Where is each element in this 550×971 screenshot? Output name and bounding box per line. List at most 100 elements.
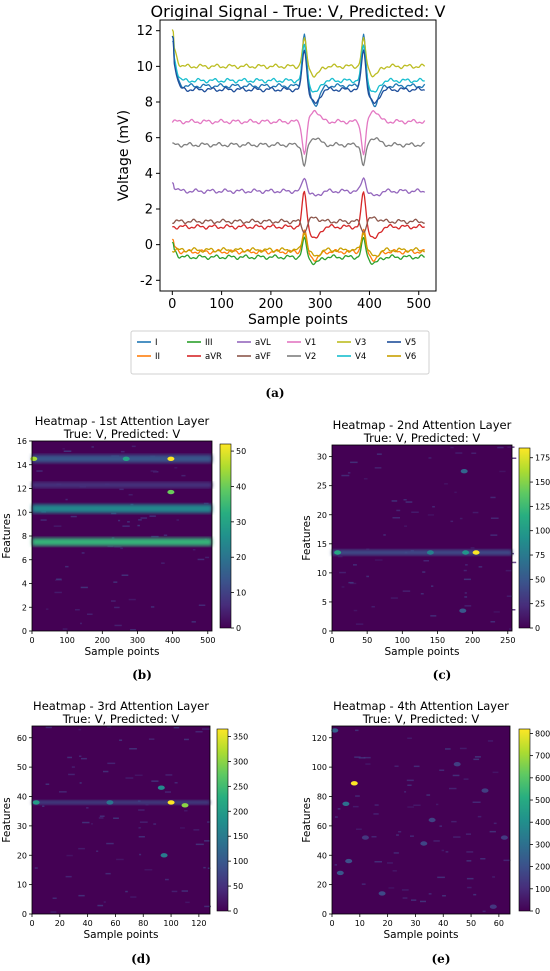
- heatmap-hotspot: [32, 800, 40, 805]
- x-tick-label-a: 100: [209, 297, 234, 312]
- heatmap-noise-cell: [464, 596, 468, 598]
- heatmap-hotspot: [472, 550, 480, 555]
- heatmap-noise-cell: [121, 574, 129, 576]
- caption-a: (a): [265, 386, 284, 400]
- x-tick-label-e: 50: [466, 919, 476, 928]
- y-tick-label-b: 0: [22, 627, 27, 636]
- heatmap-noise-cell: [125, 890, 128, 893]
- colorbar-e: [518, 728, 531, 912]
- heatmap-title-b: Heatmap - 1st Attention Layer: [35, 414, 210, 428]
- heatmap-noise-cell: [374, 861, 382, 863]
- heatmap-subtitle-e: True: V, Predicted: V: [362, 712, 480, 726]
- y-tick-label-b: 14: [17, 461, 27, 470]
- y-tick-label-c: 15: [317, 540, 327, 549]
- heatmap-noise-cell: [52, 897, 57, 899]
- heatmap-noise-cell: [78, 894, 85, 897]
- heatmap-noise-cell: [144, 869, 153, 871]
- heatmap-noise-cell: [174, 782, 178, 784]
- x-tick-label-b: 400: [165, 636, 180, 645]
- heatmap-background-b: [32, 441, 212, 631]
- y-tick-label-e: 40: [317, 851, 327, 860]
- heatmap-noise-cell: [470, 547, 475, 549]
- heatmap-noise-cell: [138, 827, 141, 829]
- heatmap-noise-cell: [356, 828, 362, 830]
- heatmap-noise-cell: [81, 757, 87, 760]
- heatmap-noise-cell: [391, 500, 398, 502]
- y-tick-label-e: 20: [317, 881, 327, 890]
- heatmap-noise-cell: [413, 765, 420, 768]
- heatmap-noise-cell: [42, 805, 45, 807]
- colorbar-tick-label-d: 100: [233, 857, 248, 866]
- heatmap-hotspot: [462, 550, 470, 555]
- heatmap-noise-cell: [366, 575, 369, 578]
- heatmap-noise-cell: [120, 547, 123, 550]
- heatmap-noise-cell: [207, 821, 211, 823]
- heatmap-noise-cell: [430, 615, 437, 617]
- heatmap-noise-cell: [466, 860, 472, 862]
- colorbar-tick-label-e: 600: [535, 774, 550, 783]
- heatmap-noise-cell: [79, 755, 82, 757]
- heatmap-noise-cell: [337, 555, 343, 558]
- legend-label-V2: V2: [305, 352, 316, 362]
- heatmap-noise-cell: [353, 609, 358, 612]
- heatmap-noise-cell: [490, 621, 496, 623]
- heatmap-noise-cell: [450, 446, 454, 449]
- heatmap-noise-cell: [474, 756, 481, 758]
- heatmap-noise-cell: [185, 901, 190, 904]
- y-tick-label-b: 16: [17, 437, 27, 446]
- colorbar-tick-label-d: 350: [233, 732, 248, 741]
- y-tick-label-a: 0: [145, 238, 153, 253]
- heatmap-noise-cell: [355, 729, 359, 732]
- heatmap-noise-cell: [361, 883, 366, 885]
- heatmap-noise-cell: [497, 446, 504, 449]
- heatmap-noise-cell: [355, 623, 364, 625]
- heatmap-band: [32, 454, 212, 463]
- heatmap-noise-cell: [59, 791, 67, 793]
- y-axis-label-e: Features: [301, 797, 313, 842]
- heatmap-noise-cell: [131, 445, 136, 448]
- y-axis-label-d: Features: [1, 797, 13, 842]
- heatmap-hotspot: [334, 550, 342, 555]
- heatmap-title-c: Heatmap - 2nd Attention Layer: [333, 418, 512, 432]
- heatmap-noise-cell: [489, 830, 496, 833]
- heatmap-noise-cell: [404, 525, 407, 527]
- heatmap-noise-cell: [103, 770, 109, 773]
- colorbar-tick-label-b: 20: [236, 553, 246, 562]
- heatmap-noise-cell: [198, 604, 206, 606]
- heatmap-noise-cell: [490, 517, 499, 519]
- heatmap-noise-cell: [129, 748, 137, 750]
- heatmap-noise-cell: [114, 546, 122, 548]
- heatmap-noise-cell: [204, 905, 211, 908]
- colorbar-tick-label-e: 0: [535, 907, 540, 916]
- colorbar-tick-label-c: 50: [535, 575, 545, 584]
- heatmap-noise-cell: [62, 628, 68, 630]
- heatmap-noise-cell: [428, 893, 432, 895]
- heatmap-noise-cell: [450, 520, 454, 523]
- heatmap-hotspot: [428, 817, 436, 823]
- heatmap-noise-cell: [114, 624, 122, 627]
- plot-area-a: [171, 29, 426, 266]
- heatmap-noise-cell: [348, 581, 354, 584]
- heatmap-noise-cell: [477, 815, 482, 818]
- x-tick-label-b: 300: [130, 636, 145, 645]
- heatmap-noise-cell: [66, 854, 73, 857]
- heatmap-noise-cell: [383, 534, 386, 536]
- y-tick-label-b: 2: [22, 603, 27, 612]
- heatmap-noise-cell: [411, 511, 419, 513]
- heatmap-noise-cell: [165, 878, 169, 881]
- heatmap-noise-cell: [341, 586, 345, 588]
- x-tick-label-d: 120: [191, 919, 206, 928]
- colorbar-d: [216, 728, 229, 912]
- legend-label-aVF: aVF: [255, 352, 271, 362]
- caption-c: (c): [433, 668, 452, 682]
- heatmap-noise-cell: [452, 774, 460, 777]
- heatmap-noise-cell: [34, 867, 38, 869]
- heatmap-noise-cell: [427, 514, 434, 516]
- legend-label-V5: V5: [405, 338, 416, 348]
- heatmap-noise-cell: [422, 571, 426, 573]
- x-axis-label-d: Sample points: [84, 929, 159, 941]
- heatmap-noise-cell: [376, 453, 382, 455]
- y-tick-label-a: 4: [145, 167, 153, 182]
- heatmap-noise-cell: [411, 899, 417, 901]
- heatmap-noise-cell: [62, 448, 65, 450]
